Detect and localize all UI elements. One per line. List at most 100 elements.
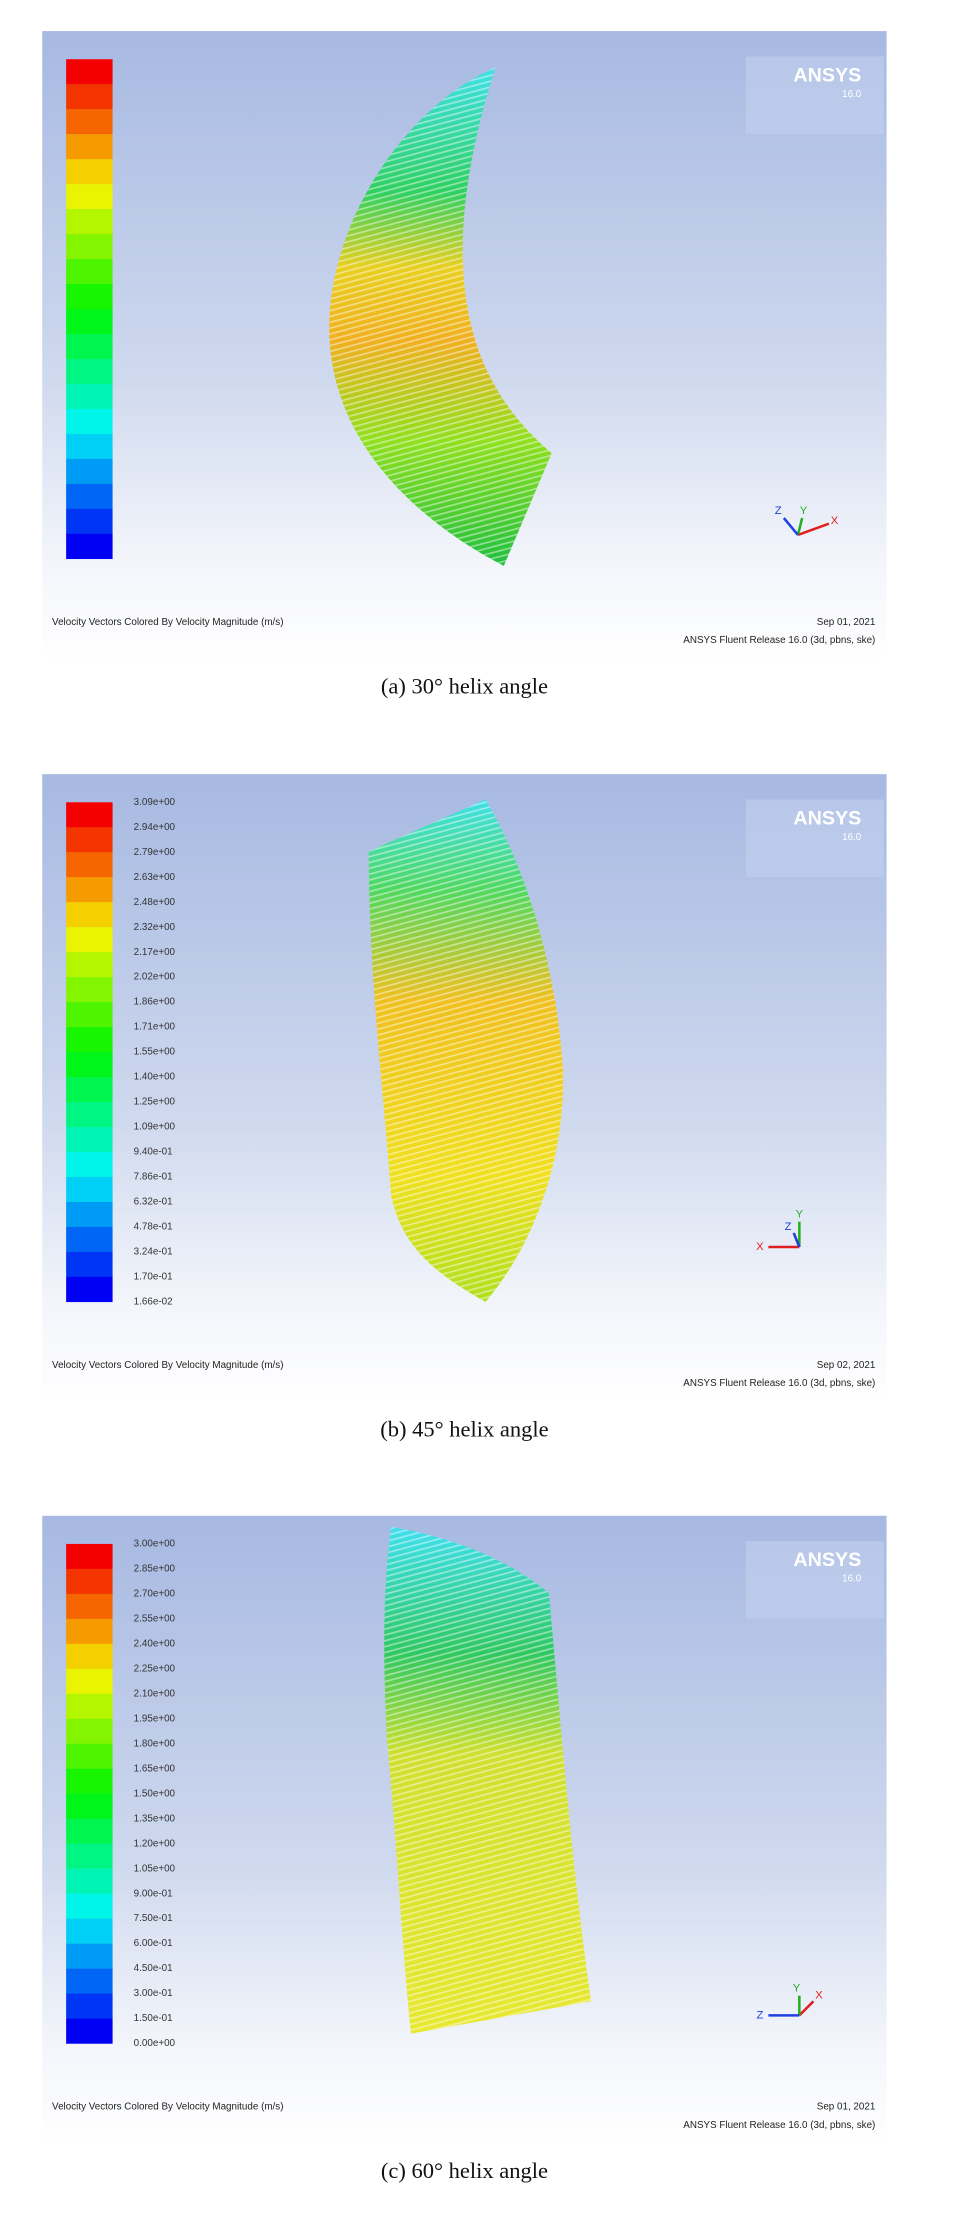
logo-version: 16.0 xyxy=(842,1574,862,1585)
triad-axis xyxy=(792,1232,801,1248)
colorbar-label: 6.00e-01 xyxy=(134,1938,173,1949)
logo: ANSYS xyxy=(793,64,861,86)
triad-axis xyxy=(796,517,804,536)
colorbar-label: 1.50e-01 xyxy=(134,2013,173,2024)
colorbar-label: 1.65e+00 xyxy=(134,1763,176,1774)
logo-version: 16.0 xyxy=(842,89,862,100)
caption: (a) 30° helix angle xyxy=(381,673,548,698)
colorbar-label: 9.40e-01 xyxy=(134,1147,173,1158)
triad-label: Z xyxy=(775,505,782,517)
colorbar-label: 1.71e+00 xyxy=(134,1022,176,1033)
colorbar-label: 1.70e-01 xyxy=(134,1272,173,1283)
logo: ANSYS xyxy=(793,1549,861,1571)
triad-label: Y xyxy=(793,1983,801,1995)
colorbar-band xyxy=(66,2018,113,2044)
triad-label: Z xyxy=(785,1221,792,1233)
footer-release: ANSYS Fluent Release 16.0 (3d, pbns, ske… xyxy=(683,2120,875,2131)
colorbar-label: 2.40e+00 xyxy=(134,1638,176,1649)
triad-axis xyxy=(782,517,799,536)
colorbar-band xyxy=(66,433,113,460)
colorbar-band xyxy=(66,184,113,210)
colorbar-band xyxy=(66,1743,113,1769)
colorbar-band xyxy=(66,1276,113,1303)
colorbar-label: 1.40e+00 xyxy=(134,1072,176,1083)
colorbar-label: 7.50e-01 xyxy=(134,1913,173,1924)
colorbar-label: 1.50e+00 xyxy=(134,1788,176,1799)
colorbar-label: 3.09e+00 xyxy=(134,797,176,808)
colorbar-label: 0.00e+00 xyxy=(134,2038,176,2049)
colorbar-label: 4.50e-01 xyxy=(134,1963,173,1974)
colorbar-band xyxy=(66,927,113,953)
triad-label: X xyxy=(831,515,839,527)
colorbar-band xyxy=(66,1002,113,1028)
vector-lines xyxy=(329,67,552,566)
colorbar-band xyxy=(66,134,113,160)
colorbar-label: 2.17e+00 xyxy=(134,947,176,958)
triad-label: Y xyxy=(800,505,808,517)
colorbar-band xyxy=(66,1768,113,1794)
footer-title: Velocity Vectors Colored By Velocity Mag… xyxy=(52,2101,283,2112)
colorbar-band xyxy=(66,852,113,878)
colorbar-label: 2.63e+00 xyxy=(134,872,176,883)
colorbar-label: 3.00e+00 xyxy=(134,1539,176,1550)
logo: ANSYS xyxy=(793,807,861,829)
colorbar-label: 2.94e+00 xyxy=(134,822,176,833)
colorbar-band xyxy=(66,159,113,185)
colorbar-band xyxy=(66,902,113,928)
colorbar-band xyxy=(66,977,113,1003)
colorbar-band xyxy=(66,1718,113,1744)
colorbar-band xyxy=(66,1052,113,1078)
colorbar-label: 1.35e+00 xyxy=(134,1813,176,1824)
colorbar-band xyxy=(66,383,113,410)
colorbar-band xyxy=(66,259,113,285)
colorbar-band xyxy=(66,802,113,828)
colorbar-band xyxy=(66,483,113,510)
triad-label: X xyxy=(756,1241,764,1253)
colorbar-label: 1.09e+00 xyxy=(134,1122,176,1133)
panel: 3.09e+00 2.94e+00 2.79e+00 2.63e+00 2.48e+00… xyxy=(42,774,887,1442)
colorbar-label: 6.32e-01 xyxy=(134,1197,173,1208)
colorbar-label: 1.05e+00 xyxy=(134,1863,176,1874)
caption: (c) 60° helix angle xyxy=(381,2158,548,2183)
colorbar-band xyxy=(66,1918,113,1944)
colorbar-band xyxy=(66,209,113,235)
footer-release: ANSYS Fluent Release 16.0 (3d, pbns, ske… xyxy=(683,1378,875,1389)
colorbar-label: 3.00e-01 xyxy=(134,1988,173,1999)
colorbar-band xyxy=(66,952,113,978)
colorbar-band xyxy=(66,508,113,535)
colorbar-band xyxy=(66,309,113,335)
colorbar-label: 2.85e+00 xyxy=(134,1564,176,1575)
triad-axis xyxy=(797,522,830,537)
colorbar-label: 3.24e-01 xyxy=(134,1247,173,1258)
colorbar-label: 1.95e+00 xyxy=(134,1713,176,1724)
footer-date: Sep 02, 2021 xyxy=(817,1360,876,1371)
colorbar-band xyxy=(66,408,113,435)
colorbar-band xyxy=(66,1127,113,1153)
colorbar-band xyxy=(66,1027,113,1053)
colorbar-band xyxy=(66,1943,113,1969)
footer-date: Sep 01, 2021 xyxy=(817,617,876,628)
colorbar-label: 1.66e-02 xyxy=(134,1296,173,1307)
vector-lines xyxy=(384,1527,592,2034)
colorbar-band xyxy=(66,1868,113,1894)
colorbar-label: 9.00e-01 xyxy=(134,1888,173,1899)
vector-lines xyxy=(368,799,564,1302)
colorbar-band xyxy=(66,1543,113,1570)
colorbar-band xyxy=(66,84,113,110)
colorbar-label: 2.48e+00 xyxy=(134,897,176,908)
colorbar-band xyxy=(66,1818,113,1844)
colorbar-label: 2.25e+00 xyxy=(134,1663,176,1674)
triad-axis xyxy=(798,2000,815,2017)
logo-box xyxy=(745,799,884,877)
colorbar-band xyxy=(66,877,113,903)
colorbar-label: 1.86e+00 xyxy=(134,997,176,1008)
logo-box xyxy=(745,1541,884,1619)
triad-label: Z xyxy=(757,2009,764,2021)
colorbar-label: 1.20e+00 xyxy=(134,1838,176,1849)
colorbar-band xyxy=(66,1793,113,1819)
colorbar-band xyxy=(66,59,113,85)
colorbar-band xyxy=(66,1668,113,1695)
colorbar-band xyxy=(66,1618,113,1645)
colorbar-band xyxy=(66,1568,113,1595)
